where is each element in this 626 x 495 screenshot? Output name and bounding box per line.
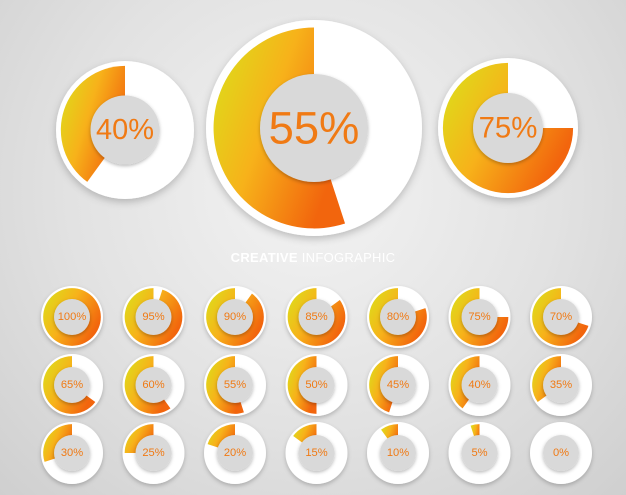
percentage-chart: 70% — [530, 286, 592, 348]
chart-center-disc — [461, 367, 498, 403]
chart-center-disc — [217, 435, 253, 471]
chart-center-disc — [217, 299, 253, 335]
chart-center-disc — [217, 367, 253, 403]
chart-percent-label: 80% — [387, 311, 409, 323]
chart-percent-label: 25% — [142, 447, 164, 459]
percentage-chart: 10% — [367, 422, 429, 484]
chart-center-disc — [54, 367, 90, 403]
percentage-chart: 20% — [204, 422, 266, 484]
chart-center-disc — [298, 367, 335, 403]
percentage-chart: 90% — [204, 286, 266, 348]
percentage-chart: 75% — [448, 286, 511, 348]
percentage-chart: 35% — [530, 354, 592, 416]
percentage-chart: 15% — [285, 422, 348, 484]
chart-center-disc — [54, 299, 90, 335]
percentage-chart: 30% — [41, 422, 103, 484]
chart-percent-label: 40% — [96, 114, 154, 146]
chart-percent-label: 85% — [305, 311, 327, 323]
percentage-chart: 50% — [285, 354, 348, 416]
chart-percent-label: 70% — [550, 311, 572, 323]
chart-percent-label: 55% — [224, 379, 246, 391]
chart-percent-label: 95% — [142, 311, 164, 323]
percentage-chart: 45% — [367, 354, 429, 416]
chart-percent-label: 10% — [387, 447, 409, 459]
chart-percent-label: 65% — [61, 379, 83, 391]
chart-center-disc — [135, 367, 172, 403]
chart-center-disc — [543, 299, 579, 335]
percentage-chart: 40% — [56, 61, 194, 199]
chart-percent-label: 30% — [61, 447, 83, 459]
chart-center-disc — [135, 299, 172, 335]
chart-center-disc — [473, 93, 543, 163]
chart-percent-label: 60% — [142, 379, 164, 391]
chart-percent-label: 55% — [269, 103, 360, 154]
chart-center-disc — [543, 367, 579, 403]
infographic-heading: CREATIVE INFOGRAPHIC — [0, 250, 626, 266]
percentage-chart: 75% — [438, 58, 578, 198]
percentage-chart: 100% — [41, 286, 103, 348]
chart-center-disc — [380, 367, 416, 403]
percentage-chart: 5% — [448, 422, 511, 484]
chart-center-disc — [543, 435, 579, 471]
chart-percent-label: 15% — [305, 447, 327, 459]
chart-percent-label: 75% — [479, 112, 538, 145]
chart-center-disc — [135, 435, 172, 471]
chart-percent-label: 75% — [468, 311, 490, 323]
chart-percent-label: 5% — [471, 447, 487, 459]
chart-center-disc — [461, 299, 498, 335]
percentage-chart: 95% — [122, 286, 185, 348]
chart-center-disc — [298, 299, 335, 335]
chart-percent-label: 45% — [387, 379, 409, 391]
chart-center-disc — [54, 435, 90, 471]
heading-light: INFOGRAPHIC — [301, 250, 396, 265]
large-percentage-charts: 40% 55% 75% — [56, 20, 578, 236]
chart-percent-label: 35% — [550, 379, 572, 391]
chart-percent-label: 50% — [305, 379, 327, 391]
chart-center-disc — [380, 435, 416, 471]
heading-bold: CREATIVE — [230, 250, 298, 265]
percentage-chart: 80% — [367, 286, 429, 348]
chart-percent-label: 20% — [224, 447, 246, 459]
percentage-chart: 65% — [41, 354, 103, 416]
percentage-chart: 25% — [122, 422, 185, 484]
percentage-chart: 40% — [448, 354, 511, 416]
chart-center-disc — [380, 299, 416, 335]
chart-percent-label: 0% — [553, 447, 569, 459]
percentage-chart: 60% — [122, 354, 185, 416]
chart-percent-label: 40% — [468, 379, 490, 391]
chart-percent-label: 90% — [224, 311, 246, 323]
chart-percent-label: 100% — [58, 311, 87, 323]
chart-center-disc — [298, 435, 335, 471]
percentage-chart: 85% — [285, 286, 348, 348]
percentage-chart: 0% — [530, 422, 592, 484]
percentage-chart: 55% — [204, 354, 266, 416]
small-percentage-charts: 100% 95% 90% 85% 80% 75% 70% 65% 60% 55% 50% 45% 40%… — [41, 286, 592, 484]
percentage-chart: 55% — [206, 20, 422, 236]
chart-center-disc — [260, 74, 368, 182]
chart-center-disc — [90, 95, 160, 165]
chart-center-disc — [461, 435, 498, 471]
